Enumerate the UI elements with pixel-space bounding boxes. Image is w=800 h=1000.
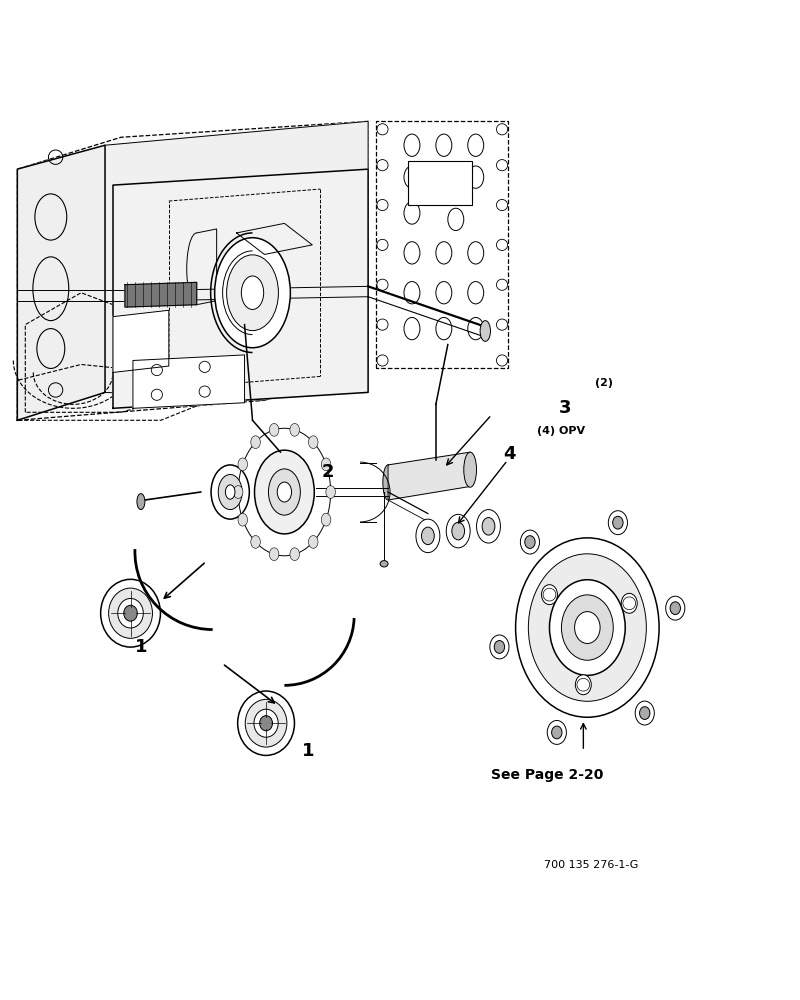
- Ellipse shape: [482, 518, 495, 535]
- Ellipse shape: [490, 635, 509, 659]
- Ellipse shape: [238, 458, 247, 471]
- Ellipse shape: [118, 598, 143, 628]
- Text: 1: 1: [302, 742, 314, 760]
- Ellipse shape: [278, 482, 291, 502]
- Ellipse shape: [494, 641, 505, 653]
- Ellipse shape: [238, 513, 247, 526]
- Ellipse shape: [613, 516, 623, 529]
- Polygon shape: [105, 121, 368, 400]
- Ellipse shape: [452, 522, 465, 540]
- Ellipse shape: [622, 593, 638, 613]
- Ellipse shape: [250, 536, 260, 548]
- Ellipse shape: [309, 436, 318, 449]
- Polygon shape: [125, 282, 197, 307]
- Ellipse shape: [238, 691, 294, 755]
- Ellipse shape: [211, 465, 250, 519]
- Ellipse shape: [270, 423, 279, 436]
- Ellipse shape: [290, 423, 299, 436]
- Ellipse shape: [254, 709, 278, 737]
- Ellipse shape: [552, 726, 562, 739]
- Ellipse shape: [542, 585, 558, 605]
- Ellipse shape: [383, 465, 394, 500]
- Polygon shape: [388, 452, 470, 500]
- Ellipse shape: [550, 580, 626, 675]
- Ellipse shape: [666, 596, 685, 620]
- Ellipse shape: [322, 458, 331, 471]
- Ellipse shape: [574, 612, 600, 644]
- Text: (2): (2): [595, 378, 614, 388]
- Bar: [408, 161, 472, 205]
- Ellipse shape: [109, 588, 153, 638]
- Ellipse shape: [547, 720, 566, 744]
- Ellipse shape: [218, 474, 242, 510]
- Ellipse shape: [520, 530, 539, 554]
- Text: (4) OPV: (4) OPV: [537, 426, 586, 436]
- Polygon shape: [133, 355, 245, 408]
- Polygon shape: [18, 145, 105, 420]
- Ellipse shape: [562, 595, 614, 660]
- Ellipse shape: [326, 486, 335, 498]
- Ellipse shape: [269, 469, 300, 515]
- Ellipse shape: [525, 536, 535, 548]
- Ellipse shape: [226, 485, 235, 499]
- Ellipse shape: [670, 602, 681, 615]
- Ellipse shape: [226, 255, 278, 331]
- Ellipse shape: [260, 716, 273, 731]
- Ellipse shape: [101, 579, 161, 647]
- Ellipse shape: [380, 561, 388, 567]
- Ellipse shape: [270, 548, 279, 561]
- Ellipse shape: [254, 450, 314, 534]
- Ellipse shape: [290, 548, 299, 561]
- Ellipse shape: [528, 554, 646, 701]
- Ellipse shape: [124, 605, 138, 621]
- Text: 4: 4: [503, 445, 515, 463]
- Ellipse shape: [464, 452, 477, 487]
- Text: 2: 2: [322, 463, 334, 481]
- Polygon shape: [18, 121, 368, 420]
- Ellipse shape: [422, 527, 434, 545]
- Text: 3: 3: [559, 399, 571, 417]
- Ellipse shape: [416, 519, 440, 553]
- Ellipse shape: [446, 514, 470, 548]
- Ellipse shape: [250, 436, 260, 449]
- Ellipse shape: [635, 701, 654, 725]
- Text: 1: 1: [134, 638, 147, 656]
- Ellipse shape: [575, 675, 591, 695]
- Ellipse shape: [480, 321, 490, 341]
- Ellipse shape: [639, 707, 650, 719]
- Text: See Page 2-20: See Page 2-20: [491, 768, 604, 782]
- Ellipse shape: [242, 276, 264, 309]
- Ellipse shape: [322, 513, 331, 526]
- Text: 700 135 276-1-G: 700 135 276-1-G: [544, 860, 638, 870]
- Ellipse shape: [246, 699, 287, 747]
- Ellipse shape: [515, 538, 659, 717]
- Ellipse shape: [137, 494, 145, 510]
- Ellipse shape: [309, 536, 318, 548]
- Ellipse shape: [214, 238, 290, 348]
- Ellipse shape: [608, 511, 627, 535]
- Polygon shape: [113, 169, 368, 408]
- Polygon shape: [113, 310, 169, 372]
- Ellipse shape: [477, 510, 501, 543]
- Ellipse shape: [234, 486, 243, 498]
